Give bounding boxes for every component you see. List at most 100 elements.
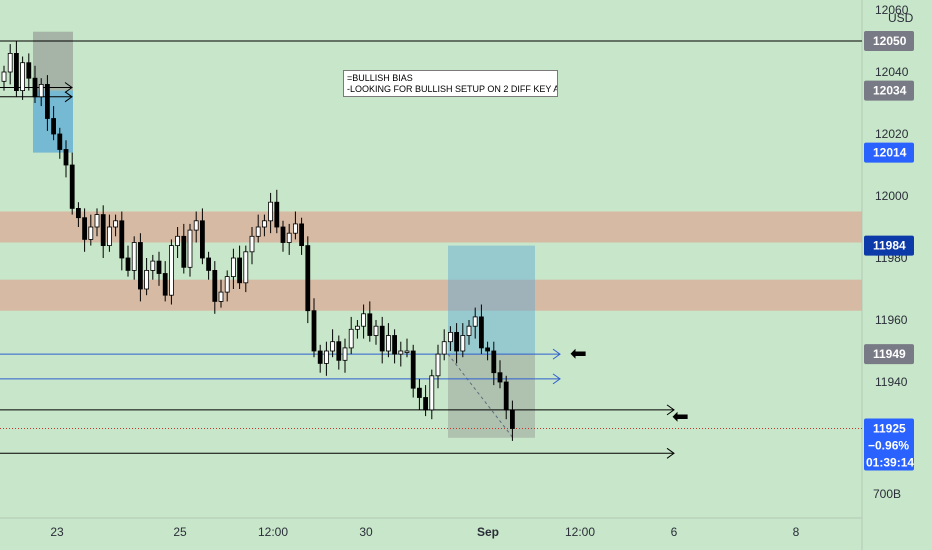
candle-body-68 xyxy=(423,397,429,411)
price-badge-text-11984: 11984 xyxy=(873,239,906,253)
last-price-badge xyxy=(864,418,914,471)
last-price-countdown: 01:39:14 xyxy=(866,456,914,470)
candle-body-78 xyxy=(485,347,491,352)
candle-body-76 xyxy=(472,316,478,327)
candle-body-16 xyxy=(100,214,106,247)
candle-body-63 xyxy=(392,335,398,355)
price-badge-text-12034: 12034 xyxy=(873,84,907,98)
candle-body-29 xyxy=(181,235,187,268)
candle-body-48 xyxy=(299,223,305,246)
level-arrowhead-11931 xyxy=(666,404,675,416)
candle-body-5 xyxy=(32,77,38,98)
note-line-1: =BULLISH BIAS xyxy=(347,73,413,83)
price-badge-text-12014: 12014 xyxy=(873,146,907,160)
candle-body-42 xyxy=(261,220,267,228)
time-tick-1: 25 xyxy=(173,525,187,539)
candle-body-74 xyxy=(460,335,466,352)
price-badge-12014 xyxy=(864,142,914,163)
candle-body-77 xyxy=(478,316,484,349)
candle-body-66 xyxy=(410,350,416,389)
candle-body-1 xyxy=(7,53,13,73)
candle-body-28 xyxy=(175,235,181,247)
candle-body-69 xyxy=(429,375,435,411)
candle-body-50 xyxy=(311,310,317,352)
volume-label: 700B xyxy=(873,487,901,501)
candle-body-23 xyxy=(144,269,150,290)
candle-body-73 xyxy=(454,331,460,352)
candle-body-40 xyxy=(249,235,255,253)
candle-body-21 xyxy=(131,242,137,271)
candle-body-33 xyxy=(206,257,212,271)
candle-body-57 xyxy=(354,325,360,330)
price-badge-text-12050: 12050 xyxy=(873,34,907,48)
price-badge-11949 xyxy=(864,344,914,365)
level-arrowhead-11941 xyxy=(552,373,561,385)
time-tick-6: 6 xyxy=(671,525,678,539)
candle-body-8 xyxy=(51,118,56,135)
candle-body-53 xyxy=(330,341,336,352)
candle-body-11 xyxy=(69,164,75,209)
left-arrow-icon-upper: ⬅ xyxy=(570,341,587,365)
candle-body-51 xyxy=(317,350,323,364)
candle-body-56 xyxy=(348,328,354,349)
candle-body-39 xyxy=(243,251,249,284)
key-zone-2 xyxy=(0,279,862,311)
candle-body-80 xyxy=(497,372,503,383)
candle-body-35 xyxy=(218,291,224,302)
level-arrowhead-11917 xyxy=(666,447,675,459)
candle-body-3 xyxy=(20,62,26,92)
price-tick-11940: 11940 xyxy=(875,375,908,389)
analysis-note[interactable]: =BULLISH BIAS -LOOKING FOR BULLISH SETUP… xyxy=(343,70,558,97)
price-badge-12034 xyxy=(864,80,914,101)
candle-body-0 xyxy=(1,71,7,82)
candle-body-49 xyxy=(305,245,311,312)
candle-body-37 xyxy=(230,257,236,278)
candle-body-6 xyxy=(38,84,44,98)
candle-body-4 xyxy=(26,62,32,79)
candle-body-67 xyxy=(416,387,422,398)
candle-body-22 xyxy=(137,242,143,290)
candle-body-44 xyxy=(274,201,280,228)
candle-body-19 xyxy=(119,220,125,259)
candle-body-38 xyxy=(237,257,243,284)
price-tick-12000: 12000 xyxy=(875,189,909,203)
candle-body-52 xyxy=(323,350,329,364)
price-tick-12040: 12040 xyxy=(875,65,909,79)
candle-body-62 xyxy=(385,335,391,352)
candle-body-70 xyxy=(435,353,441,377)
key-zone-1 xyxy=(0,211,862,243)
candle-body-54 xyxy=(336,341,342,361)
early-stop-box xyxy=(33,31,73,91)
candle-body-13 xyxy=(82,217,87,240)
left-arrow-icon-lower: ⬅ xyxy=(672,404,689,428)
candle-body-64 xyxy=(398,350,404,355)
candle-body-17 xyxy=(107,226,112,247)
candle-body-46 xyxy=(286,232,292,243)
price-tick-12020: 12020 xyxy=(875,127,909,141)
candle-body-9 xyxy=(57,133,63,150)
candle-body-14 xyxy=(88,226,94,240)
candle-body-43 xyxy=(268,201,274,222)
candle-body-82 xyxy=(509,409,515,429)
note-line-2: -LOOKING FOR BULLISH SETUP ON 2 DIFF KEY… xyxy=(347,84,558,94)
candle-body-30 xyxy=(187,229,193,268)
time-tick-5: 12:00 xyxy=(565,525,595,539)
time-tick-2: 12:00 xyxy=(258,525,288,539)
candle-body-59 xyxy=(367,313,373,336)
candle-body-18 xyxy=(113,220,118,228)
time-tick-0: 23 xyxy=(50,525,64,539)
candle-body-61 xyxy=(379,325,385,352)
last-price-value: 11925 xyxy=(873,422,906,436)
candle-body-45 xyxy=(280,226,286,243)
candle-body-65 xyxy=(404,350,410,353)
candle-body-7 xyxy=(45,84,50,119)
candle-body-12 xyxy=(76,207,81,219)
candle-body-34 xyxy=(212,269,218,302)
candle-body-55 xyxy=(342,347,348,361)
candle-body-41 xyxy=(255,226,261,237)
candle-body-81 xyxy=(503,381,509,411)
currency-label: USD xyxy=(888,11,914,25)
level-arrowhead-12032 xyxy=(64,91,73,103)
